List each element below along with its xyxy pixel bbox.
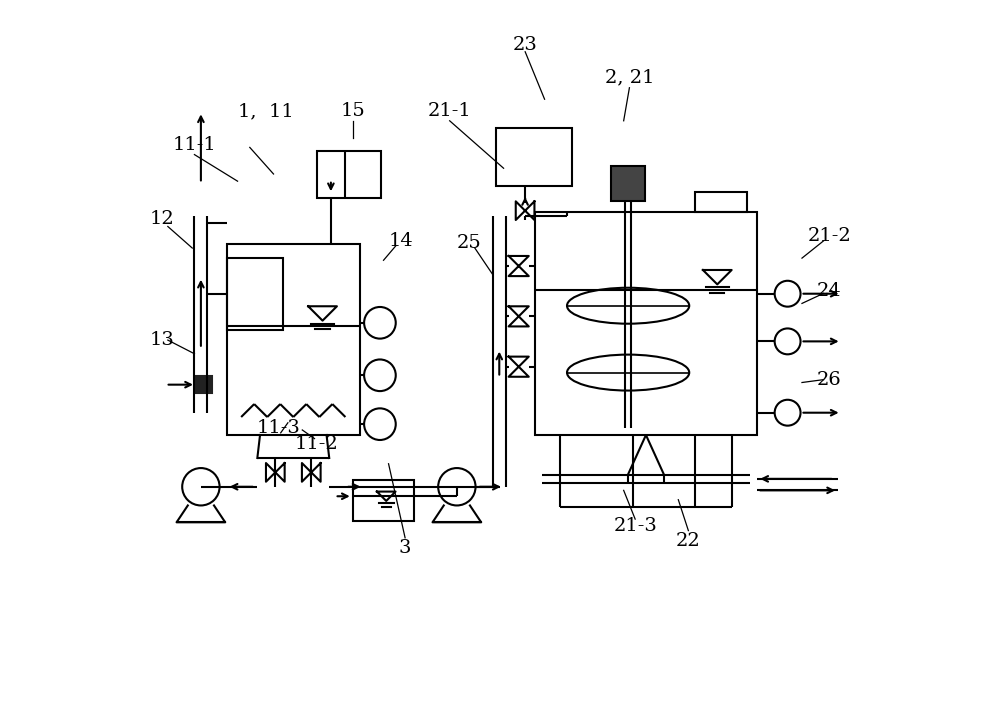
- Text: 23: 23: [513, 35, 538, 54]
- Text: 11-3: 11-3: [257, 418, 300, 437]
- Bar: [535, 212, 757, 435]
- Bar: [353, 480, 414, 521]
- Text: 12: 12: [150, 210, 174, 229]
- Text: 21-3: 21-3: [613, 517, 657, 536]
- Text: 24: 24: [817, 282, 842, 301]
- Bar: [227, 258, 283, 330]
- Text: 2, 21: 2, 21: [605, 68, 654, 87]
- Text: 11-1: 11-1: [173, 136, 216, 155]
- Text: 1,  11: 1, 11: [238, 102, 294, 121]
- Text: 3: 3: [399, 539, 411, 557]
- Text: 11-2: 11-2: [295, 435, 339, 454]
- Bar: [227, 244, 360, 435]
- Text: 22: 22: [676, 531, 701, 550]
- Text: 21-2: 21-2: [807, 226, 851, 245]
- Bar: [496, 128, 572, 186]
- Text: 14: 14: [388, 232, 413, 250]
- Bar: [317, 151, 381, 198]
- Text: 21-1: 21-1: [428, 102, 472, 121]
- Bar: [196, 376, 212, 393]
- Text: 25: 25: [457, 234, 481, 252]
- Text: 26: 26: [817, 370, 842, 389]
- Text: 13: 13: [150, 331, 175, 349]
- Text: 15: 15: [340, 102, 365, 121]
- Bar: [695, 192, 747, 212]
- Bar: [611, 166, 645, 201]
